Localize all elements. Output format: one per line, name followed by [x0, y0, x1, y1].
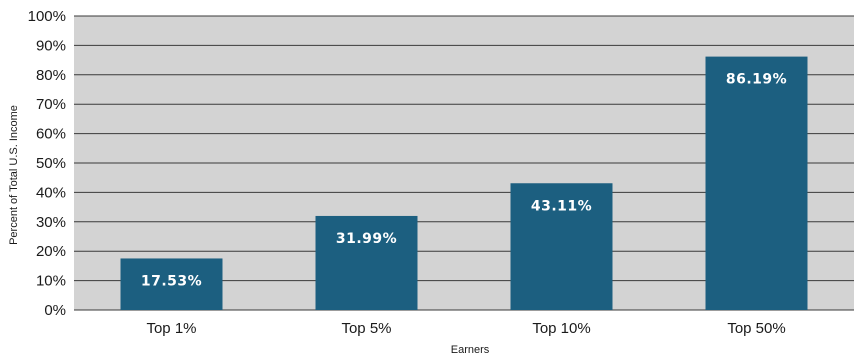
x-tick-label: Top 50%	[727, 320, 785, 337]
bar	[315, 215, 418, 310]
y-tick-label: 50%	[36, 155, 66, 172]
y-tick-label: 30%	[36, 214, 66, 231]
data-label: 17.53%	[141, 273, 202, 289]
y-tick-label: 20%	[36, 243, 66, 260]
x-axis-title: Earners	[451, 344, 490, 356]
bar	[510, 183, 613, 310]
x-tick-label: Top 1%	[146, 320, 196, 337]
y-axis-ticks: 0% 10% 20% 30% 40% 50% 60% 70% 80% 90% 100%	[28, 8, 66, 319]
x-axis-ticks: Top 1% Top 5% Top 10% Top 50%	[146, 320, 785, 337]
y-tick-label: 60%	[36, 126, 66, 143]
y-axis-title: Percent of Total U.S. Income	[8, 105, 20, 245]
data-label: 86.19%	[726, 72, 787, 88]
y-tick-label: 100%	[28, 8, 66, 25]
gridlines	[74, 15, 854, 311]
data-label: 31.99%	[336, 231, 397, 247]
x-tick-label: Top 5%	[341, 320, 391, 337]
y-tick-label: 10%	[36, 273, 66, 290]
y-tick-label: 80%	[36, 67, 66, 84]
y-tick-label: 70%	[36, 96, 66, 113]
data-label: 43.11%	[531, 198, 592, 214]
y-tick-label: 90%	[36, 37, 66, 54]
bar	[705, 56, 808, 311]
bars: 17.53% 31.99% 43.11% 86.19%	[120, 56, 808, 311]
y-tick-label: 40%	[36, 184, 66, 201]
bar	[120, 258, 223, 310]
y-tick-label: 0%	[44, 302, 66, 319]
x-tick-label: Top 10%	[532, 320, 590, 337]
